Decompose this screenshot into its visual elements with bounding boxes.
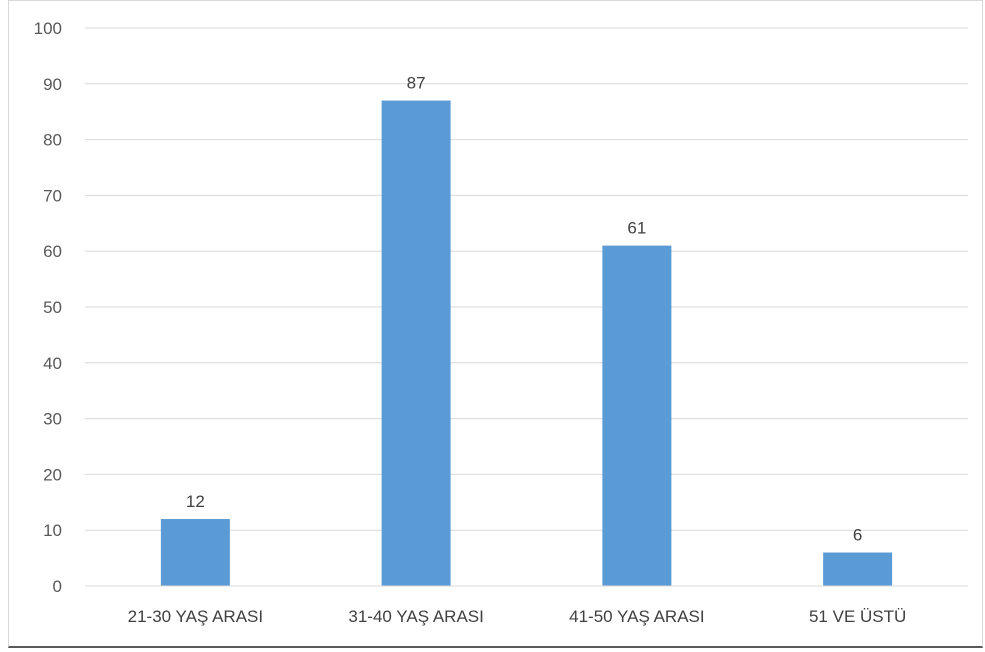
bar <box>381 100 451 586</box>
data-label: 87 <box>407 74 426 93</box>
data-label: 6 <box>853 526 862 545</box>
x-category-label: 31-40 YAŞ ARASI <box>348 607 483 626</box>
y-tick-label: 100 <box>34 19 62 38</box>
y-tick-label: 80 <box>43 131 62 150</box>
bar <box>160 519 230 586</box>
bar <box>823 552 893 586</box>
y-tick-label: 50 <box>43 298 62 317</box>
y-tick-label: 90 <box>43 75 62 94</box>
x-category-label: 51 VE ÜSTÜ <box>809 607 906 626</box>
y-tick-label: 60 <box>43 242 62 261</box>
data-label: 12 <box>186 492 205 511</box>
y-tick-label: 40 <box>43 354 62 373</box>
x-category-label: 21-30 YAŞ ARASI <box>128 607 263 626</box>
y-tick-label: 10 <box>43 521 62 540</box>
data-labels: 12 87 61 6 <box>186 74 862 545</box>
gridlines <box>85 27 968 531</box>
data-label: 61 <box>627 219 646 238</box>
x-category-label: 41-50 YAŞ ARASI <box>569 607 704 626</box>
y-axis-ticks: 0 10 20 30 40 50 60 70 80 90 100 <box>34 19 62 596</box>
y-tick-label: 30 <box>43 410 62 429</box>
bar <box>602 245 672 586</box>
bars <box>160 100 893 586</box>
x-axis-categories: 21-30 YAŞ ARASI 31-40 YAŞ ARASI 41-50 YAŞ … <box>128 607 907 626</box>
y-tick-label: 20 <box>43 465 62 484</box>
y-tick-label: 0 <box>53 577 62 596</box>
y-tick-label: 70 <box>43 186 62 205</box>
